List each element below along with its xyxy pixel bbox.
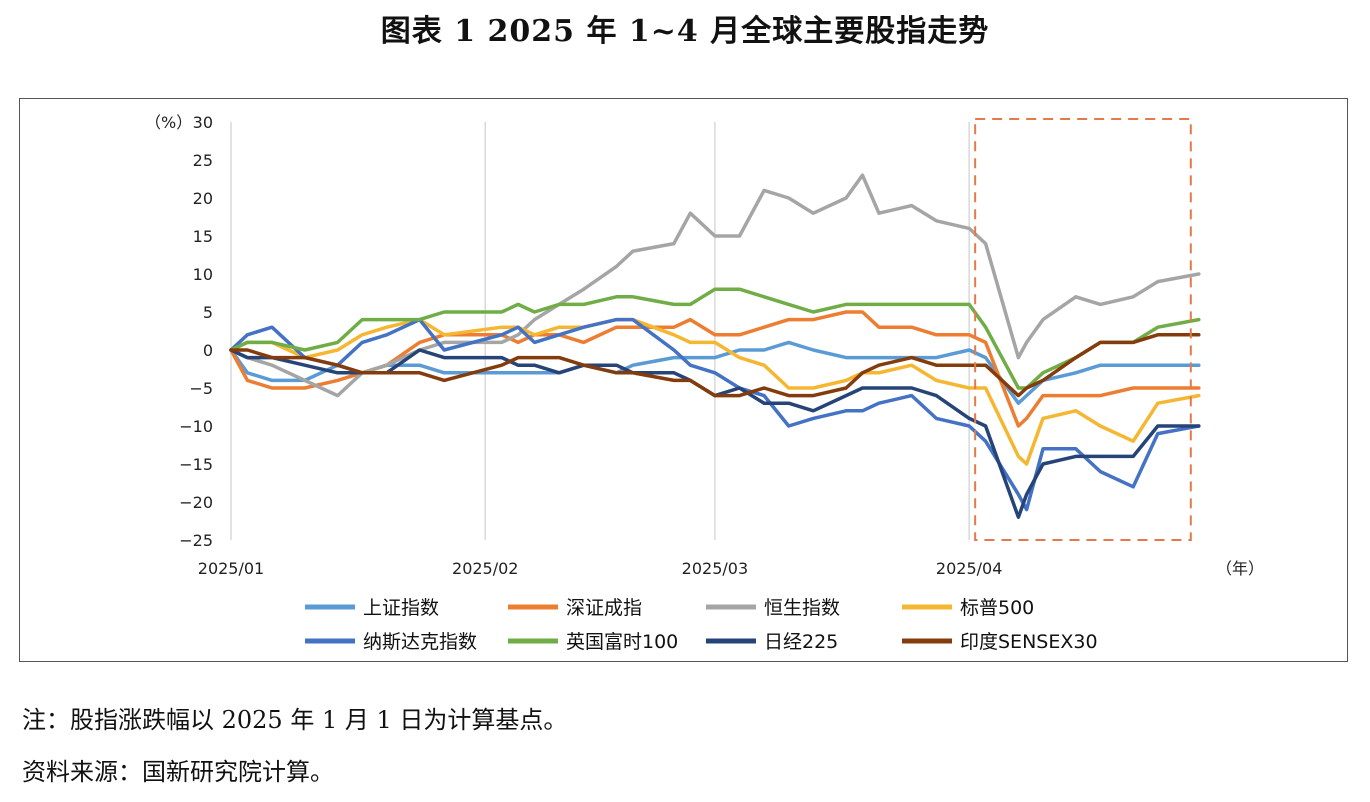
y-tick-label: −10 — [179, 417, 213, 436]
y-tick-label: 10 — [193, 265, 213, 284]
series-line-4 — [229, 317, 1201, 466]
chart-note: 注：股指涨跌幅以 2025 年 1 月 1 日为计算基点。 — [22, 706, 568, 734]
y-tick-label: −25 — [179, 531, 213, 550]
data-source: 资料来源：国新研究院计算。 — [22, 758, 334, 786]
y-tick-label: 0 — [203, 341, 213, 360]
legend-label-6: 英国富时100 — [566, 631, 678, 653]
legend-label-2: 深证成指 — [566, 597, 642, 619]
y-unit-label: （%） — [145, 113, 192, 132]
legend-label-3: 恒生指数 — [764, 597, 840, 619]
x-unit-label: （年） — [1216, 559, 1264, 578]
y-tick-label: −5 — [189, 379, 213, 398]
y-tick-label: 25 — [193, 151, 213, 170]
series-line-3 — [229, 173, 1201, 398]
x-tick-label: 2025/03 — [682, 559, 748, 578]
series-line-1 — [229, 340, 1201, 405]
x-tick-label: 2025/02 — [452, 559, 518, 578]
line-chart: 30 25 20 15 10 5 0 −5 −10 −15 −20 −25 （%） 2025/01 2025… — [145, 113, 1264, 653]
legend-label-8: 印度SENSEX30 — [960, 631, 1098, 653]
legend-label-5: 纳斯达克指数 — [363, 631, 477, 653]
y-tick-label: 20 — [193, 189, 213, 208]
legend-label-4: 标普500 — [960, 597, 1034, 619]
series-line-8 — [229, 333, 1201, 398]
y-tick-label: 15 — [193, 227, 213, 246]
series-line-5 — [229, 317, 1201, 512]
x-tick-label: 2025/01 — [198, 559, 264, 578]
y-tick-label: 30 — [193, 113, 213, 132]
highlight-box — [974, 118, 1192, 541]
legend-label-7: 日经225 — [764, 631, 838, 653]
y-tick-label: −15 — [179, 455, 213, 474]
y-tick-label: 5 — [203, 303, 213, 322]
legend-label-1: 上证指数 — [363, 597, 439, 619]
y-tick-label: −20 — [179, 493, 213, 512]
x-tick-label: 2025/04 — [936, 559, 1002, 578]
chart-frame — [19, 98, 1348, 662]
series-line-7 — [229, 348, 1201, 519]
figure-title: 图表 1 2025 年 1~4 月全球主要股指走势 — [380, 14, 990, 49]
